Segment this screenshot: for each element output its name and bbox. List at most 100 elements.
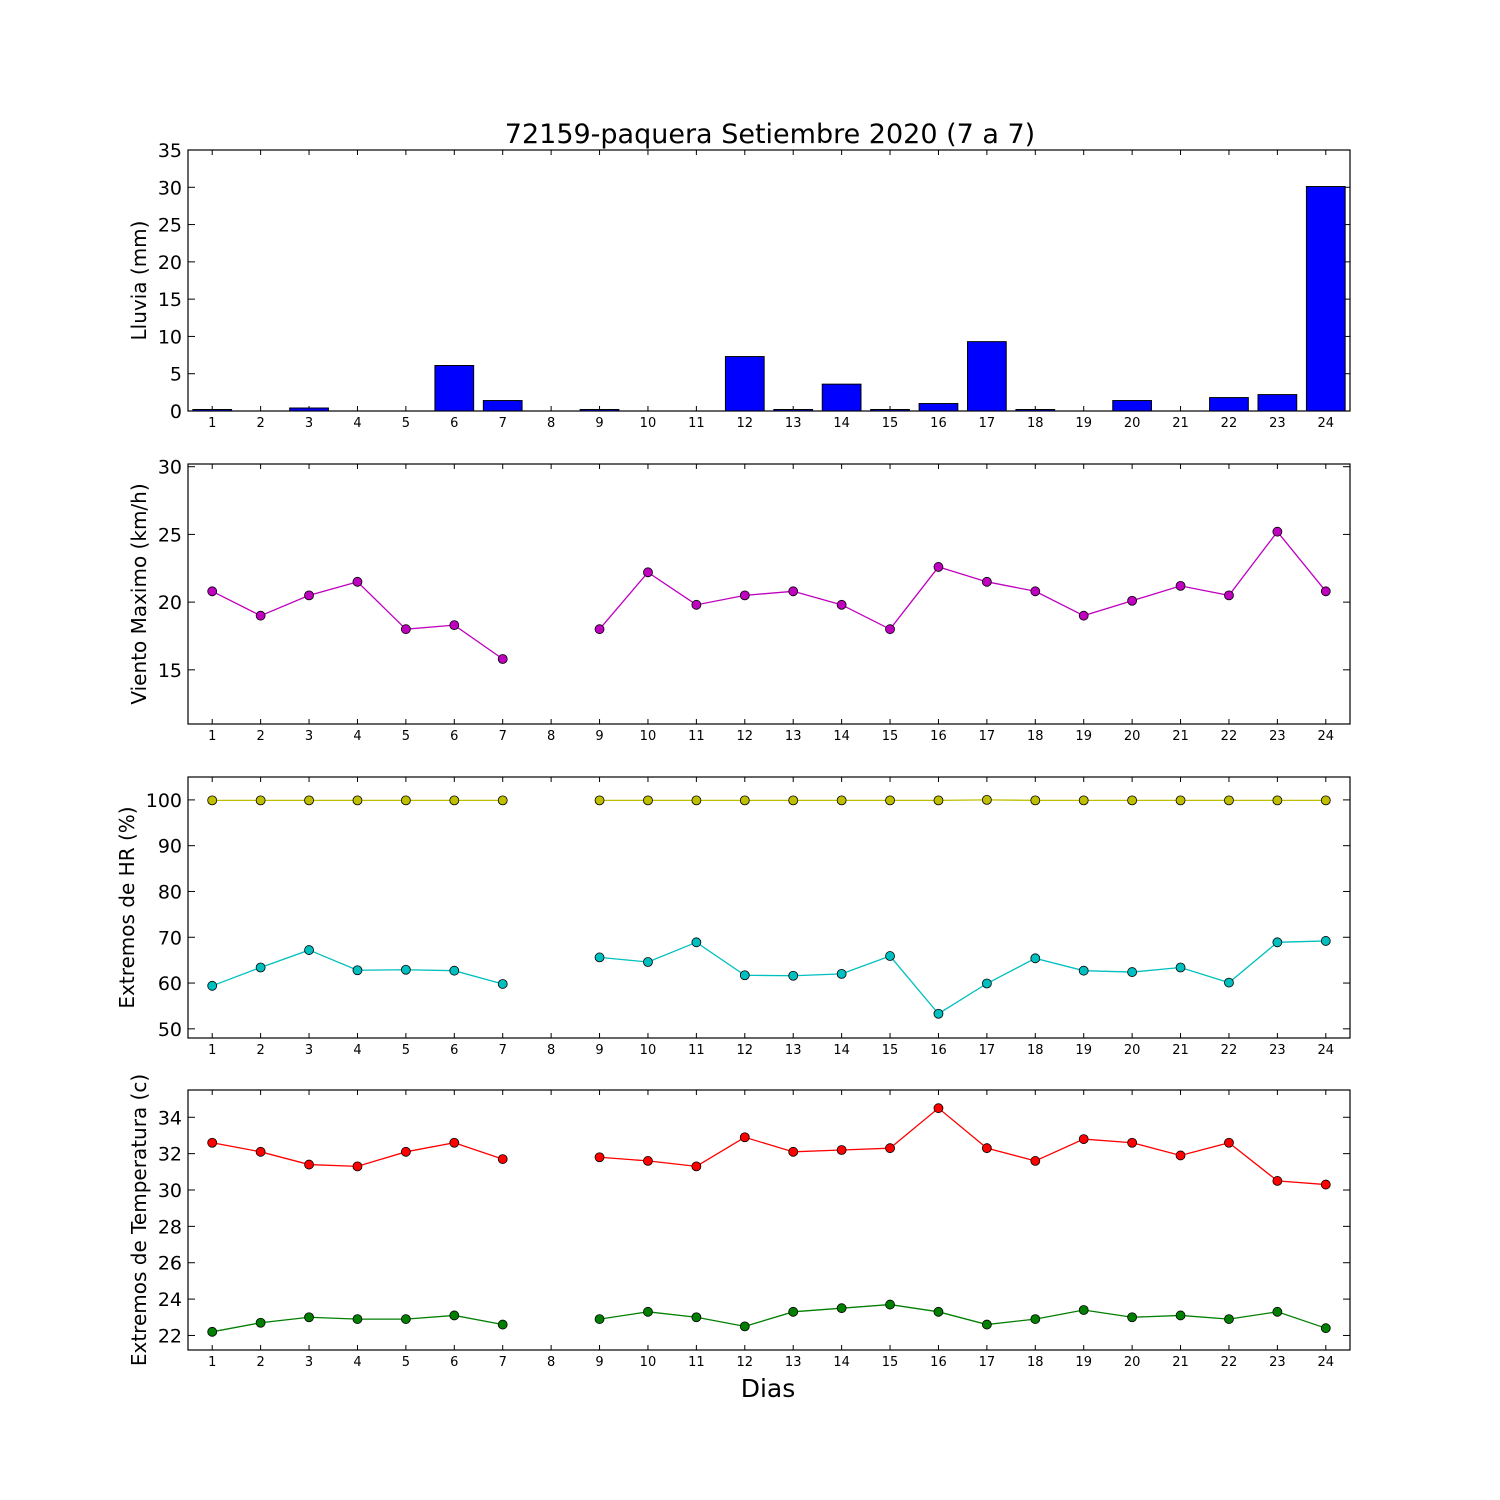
x-tick-label: 18: [1027, 1355, 1044, 1370]
x-tick-label: 15: [882, 1043, 899, 1058]
x-tick-label: 4: [353, 416, 361, 431]
x-tick-label: 23: [1269, 416, 1286, 431]
data-point: [400, 624, 411, 635]
data-point: [1224, 1314, 1234, 1324]
data-point: [1272, 1306, 1283, 1317]
data-point: [400, 1146, 411, 1157]
data-point: [933, 795, 944, 806]
y-axis-label: Viento Maximo (km/h): [127, 483, 151, 704]
data-point: [1224, 977, 1234, 988]
data-point: [352, 1161, 363, 1172]
data-point: [1127, 795, 1138, 806]
x-tick-label: 18: [1027, 1043, 1044, 1058]
data-point: [207, 795, 218, 806]
x-tick-label: 11: [688, 1043, 705, 1058]
x-tick-label: 5: [402, 416, 410, 431]
bar: [724, 356, 765, 412]
data-point: [836, 1145, 847, 1155]
x-tick-label: 15: [882, 729, 899, 744]
data-point: [1272, 937, 1283, 948]
x-tick-label: 5: [402, 1043, 410, 1058]
series-1: [192, 186, 1346, 412]
data-point: [1030, 795, 1041, 806]
data-point: [691, 1312, 702, 1323]
x-tick-label: 2: [256, 729, 264, 744]
x-tick-label: 3: [305, 729, 313, 744]
x-tick-label: 14: [833, 416, 850, 431]
y-tick-label: 100: [146, 790, 182, 812]
data-point: [981, 978, 992, 989]
data-point: [981, 794, 992, 805]
data-point: [1030, 1156, 1041, 1166]
y-tick-label: 10: [158, 326, 182, 348]
data-point: [885, 624, 895, 635]
y-tick-label: 50: [158, 1019, 182, 1041]
x-tick-label: 14: [833, 729, 850, 744]
x-tick-label: 15: [882, 416, 899, 431]
y-tick-label: 26: [158, 1253, 182, 1275]
data-point: [885, 795, 895, 806]
y-tick-label: 0: [170, 401, 182, 423]
data-point: [400, 964, 411, 975]
data-point: [352, 795, 363, 806]
x-tick-label: 13: [785, 729, 802, 744]
y-tick-label: 30: [158, 1180, 182, 1202]
x-tick-label: 24: [1318, 416, 1335, 431]
x-tick-label: 24: [1318, 1355, 1335, 1370]
x-tick-label: 22: [1221, 416, 1238, 431]
x-tick-label: 9: [595, 1043, 603, 1058]
x-tick-label: 7: [499, 1043, 507, 1058]
y-tick-label: 15: [158, 289, 182, 311]
series-2: [207, 1299, 1331, 1337]
x-tick-label: 17: [979, 1355, 996, 1370]
x-tick-label: 12: [737, 1043, 754, 1058]
x-tick-label: 8: [547, 729, 555, 744]
data-point: [788, 586, 799, 597]
data-point: [933, 562, 944, 572]
data-point: [304, 1312, 314, 1323]
x-tick-label: 22: [1221, 729, 1238, 744]
bar: [870, 409, 910, 412]
x-tick-label: 1: [208, 729, 216, 744]
x-tick-label: 16: [930, 1355, 947, 1370]
x-tick-label: 8: [547, 1355, 555, 1370]
y-tick-label: 22: [158, 1325, 182, 1347]
x-tick-label: 4: [353, 1355, 361, 1370]
x-tick-label: 19: [1075, 1043, 1092, 1058]
x-tick-label: 3: [305, 1355, 313, 1370]
x-tick-label: 19: [1075, 1355, 1092, 1370]
x-tick-label: 3: [305, 416, 313, 431]
x-tick-label: 7: [499, 1355, 507, 1370]
data-point: [1078, 965, 1089, 976]
data-point: [739, 1321, 750, 1332]
x-tick-label: 4: [353, 729, 361, 744]
x-tick-label: 21: [1172, 416, 1189, 431]
y-axis-label: Lluvia (mm): [127, 221, 151, 341]
data-point: [304, 590, 314, 601]
bar: [1209, 397, 1249, 412]
data-point: [1272, 1176, 1283, 1186]
data-point: [643, 1156, 653, 1166]
x-tick-label: 13: [785, 1355, 802, 1370]
x-tick-label: 12: [737, 416, 754, 431]
data-point: [449, 1137, 460, 1148]
data-point: [1224, 1137, 1234, 1148]
x-tick-label: 16: [930, 1043, 947, 1058]
data-point: [739, 970, 750, 981]
series-line: [599, 940, 1326, 1015]
x-tick-label: 20: [1124, 1355, 1141, 1370]
y-tick-label: 20: [158, 252, 182, 274]
x-tick-label: 23: [1269, 1043, 1286, 1058]
data-point: [304, 1159, 314, 1170]
x-tick-label: 6: [450, 1355, 458, 1370]
y-tick-label: 28: [158, 1216, 182, 1238]
x-tick-label: 4: [353, 1043, 361, 1058]
bar: [289, 407, 329, 412]
data-point: [255, 962, 266, 973]
data-point: [1175, 1310, 1186, 1321]
x-tick-label: 17: [979, 416, 996, 431]
data-point: [1127, 967, 1138, 977]
